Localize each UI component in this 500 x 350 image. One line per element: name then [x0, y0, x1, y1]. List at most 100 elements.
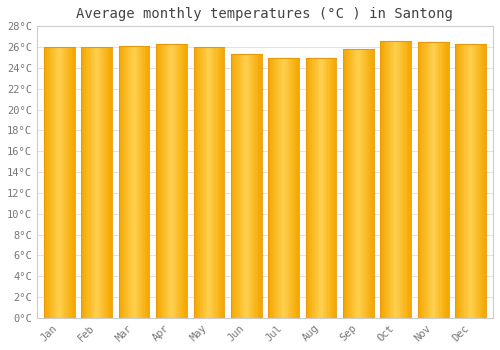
- Bar: [83, 47, 84, 318]
- Bar: [209, 47, 210, 318]
- Bar: [126, 46, 128, 318]
- Bar: [67, 47, 68, 318]
- Bar: [408, 41, 410, 318]
- Bar: [327, 57, 328, 318]
- Bar: [432, 42, 433, 318]
- Bar: [172, 44, 173, 318]
- Bar: [221, 47, 222, 318]
- Bar: [428, 42, 430, 318]
- Bar: [254, 54, 256, 318]
- Bar: [364, 49, 366, 318]
- Bar: [98, 47, 100, 318]
- Bar: [53, 47, 54, 318]
- Bar: [184, 44, 185, 318]
- Bar: [251, 54, 252, 318]
- Bar: [456, 44, 457, 318]
- Bar: [140, 46, 141, 318]
- Bar: [206, 47, 208, 318]
- Bar: [343, 49, 344, 318]
- Bar: [441, 42, 442, 318]
- Bar: [212, 47, 214, 318]
- Bar: [56, 47, 58, 318]
- Bar: [430, 42, 432, 318]
- Bar: [326, 57, 327, 318]
- Bar: [210, 47, 212, 318]
- Bar: [482, 44, 483, 318]
- Bar: [173, 44, 174, 318]
- Bar: [89, 47, 90, 318]
- Bar: [478, 44, 480, 318]
- Bar: [232, 54, 234, 318]
- Bar: [410, 41, 411, 318]
- Bar: [84, 47, 86, 318]
- Bar: [468, 44, 469, 318]
- Bar: [279, 57, 280, 318]
- Bar: [363, 49, 364, 318]
- Bar: [195, 47, 196, 318]
- Bar: [324, 57, 326, 318]
- Bar: [466, 44, 468, 318]
- Bar: [290, 57, 292, 318]
- Bar: [218, 47, 220, 318]
- Bar: [460, 44, 462, 318]
- Bar: [399, 41, 400, 318]
- Bar: [384, 41, 385, 318]
- Bar: [130, 46, 131, 318]
- Bar: [118, 46, 120, 318]
- Bar: [122, 46, 124, 318]
- Bar: [59, 47, 61, 318]
- Bar: [280, 57, 282, 318]
- Bar: [136, 46, 137, 318]
- Bar: [148, 46, 150, 318]
- Bar: [278, 57, 279, 318]
- Bar: [110, 47, 112, 318]
- Bar: [396, 41, 398, 318]
- Bar: [380, 41, 382, 318]
- Bar: [474, 44, 475, 318]
- Bar: [268, 57, 270, 318]
- Bar: [438, 42, 440, 318]
- Bar: [424, 42, 426, 318]
- Bar: [358, 49, 360, 318]
- Bar: [360, 49, 362, 318]
- Bar: [174, 44, 176, 318]
- Bar: [194, 47, 195, 318]
- Bar: [391, 41, 393, 318]
- Bar: [320, 57, 321, 318]
- Bar: [128, 46, 130, 318]
- Bar: [96, 47, 98, 318]
- Bar: [310, 57, 312, 318]
- Bar: [330, 57, 332, 318]
- Bar: [344, 49, 346, 318]
- Bar: [349, 49, 351, 318]
- Bar: [82, 47, 83, 318]
- Bar: [72, 47, 73, 318]
- Bar: [274, 57, 276, 318]
- Bar: [168, 44, 170, 318]
- Bar: [372, 49, 374, 318]
- Bar: [167, 44, 168, 318]
- Title: Average monthly temperatures (°C ) in Santong: Average monthly temperatures (°C ) in Sa…: [76, 7, 454, 21]
- Bar: [298, 57, 299, 318]
- Bar: [477, 44, 478, 318]
- Bar: [146, 46, 148, 318]
- Bar: [314, 57, 315, 318]
- Bar: [68, 47, 70, 318]
- Bar: [90, 47, 92, 318]
- Bar: [480, 44, 482, 318]
- Bar: [196, 47, 198, 318]
- Bar: [124, 46, 125, 318]
- Bar: [156, 44, 158, 318]
- Bar: [472, 44, 474, 318]
- Bar: [204, 47, 206, 318]
- Bar: [270, 57, 272, 318]
- Bar: [244, 54, 246, 318]
- Bar: [322, 57, 324, 318]
- Bar: [137, 46, 138, 318]
- Bar: [160, 44, 162, 318]
- Bar: [420, 42, 421, 318]
- Bar: [179, 44, 180, 318]
- Bar: [332, 57, 334, 318]
- Bar: [458, 44, 460, 318]
- Bar: [198, 47, 200, 318]
